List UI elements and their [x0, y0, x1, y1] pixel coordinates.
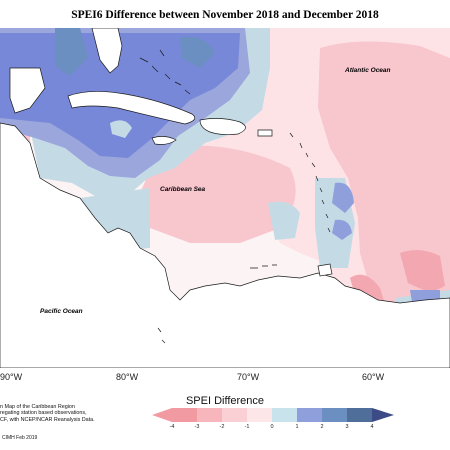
positive-area-florida — [55, 28, 88, 76]
legend-swatch-2-3 — [322, 408, 347, 422]
negative-area-central — [140, 145, 296, 243]
lon-tick-90w: 90°W — [0, 372, 23, 382]
legend-tick-minus2: -2 — [219, 424, 225, 430]
legend-swatch-minus4-3 — [172, 408, 197, 422]
negative-area-east-tip — [400, 250, 445, 293]
land-jamaica — [151, 136, 177, 145]
land-trinidad — [317, 263, 333, 277]
land-yucatan — [9, 67, 46, 114]
legend-tick-3: 3 — [345, 424, 349, 430]
galapagos-area — [157, 327, 166, 344]
legend-tick-0: 0 — [270, 424, 274, 430]
legend-tick-minus1: -1 — [244, 424, 250, 430]
light-positive-trinidad — [268, 201, 300, 240]
abc-islands — [250, 264, 277, 269]
positive-area-guiana — [410, 290, 440, 302]
positive-area-grenada — [332, 219, 352, 240]
lon-tick-70w: 70°W — [237, 372, 260, 382]
legend-swatch-plus4 — [372, 408, 394, 422]
ocean-labels: Atlantic Ocean Caribbean Sea Pacific Oce… — [40, 67, 391, 315]
legend-tick-4: 4 — [370, 424, 374, 430]
positive-area-windward — [332, 182, 354, 213]
land-cuba — [67, 91, 196, 125]
land-hispaniola — [199, 118, 246, 136]
legend-swatch-minus2-1 — [222, 408, 247, 422]
coastlines — [0, 28, 450, 368]
land-puerto-rico — [257, 129, 273, 137]
small-islands — [139, 49, 331, 344]
bahamas-islands — [139, 49, 191, 95]
legend-tick-minus3: -3 — [194, 424, 200, 430]
map-title: SPEI6 Difference between November 2018 a… — [71, 9, 379, 21]
map-canvas: Atlantic Ocean Caribbean Sea Pacific Oce… — [0, 28, 450, 368]
credit-text: CIMH Feb 2019 — [2, 435, 38, 441]
land-central-america — [0, 122, 450, 368]
legend-swatch-0-1 — [272, 408, 297, 422]
legend-swatch-3-4 — [347, 408, 372, 422]
map-description: n Map of the Caribbean Region regating s… — [0, 404, 95, 423]
positive-area-bahamas — [180, 37, 215, 68]
lon-tick-60w: 60°W — [362, 372, 385, 382]
legend-swatch-minus1-0 — [247, 408, 272, 422]
legend-swatch-minus3-2 — [197, 408, 222, 422]
legend-tick-1: 1 — [295, 424, 299, 430]
description-line-1: n Map of the Caribbean Region — [0, 404, 75, 410]
legend-tick-minus4: -4 — [169, 424, 175, 430]
legend-colorbar — [152, 408, 394, 422]
spei-map: Atlantic Ocean Caribbean Sea Pacific Oce… — [0, 28, 450, 368]
caribbean-sea-label: Caribbean Sea — [160, 186, 206, 193]
description-line-3: CF, with NCEP/NCAR Reanalysis Data. — [0, 416, 95, 423]
pacific-ocean-label: Pacific Ocean — [40, 308, 83, 315]
legend-title: SPEI Difference — [185, 395, 265, 407]
legend-swatch-1-2 — [297, 408, 322, 422]
legend-swatch-minus4 — [152, 408, 172, 422]
land-florida — [91, 28, 123, 74]
positive-area-cayman — [110, 120, 132, 138]
atlantic-ocean-label: Atlantic Ocean — [344, 67, 391, 74]
lon-tick-80w: 80°W — [116, 372, 139, 382]
legend-tick-2: 2 — [320, 424, 324, 430]
description-line-2: regating station based observations, — [0, 410, 87, 417]
lesser-antilles-islands — [289, 132, 331, 233]
